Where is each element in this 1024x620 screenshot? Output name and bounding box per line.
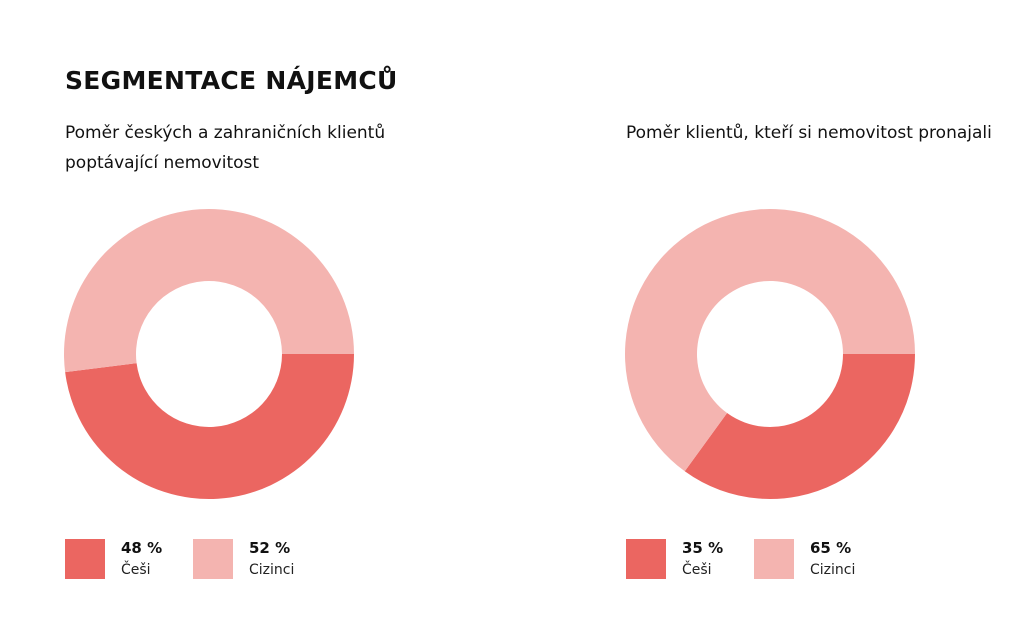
- legend-swatch-cesi: [626, 539, 666, 579]
- donut-slice-cesi: [684, 354, 915, 499]
- legend-swatch-cesi: [65, 539, 105, 579]
- legend-value: 35 %: [682, 539, 724, 557]
- chart-panel-left: Poměr českých a zahraničních klientů pop…: [64, 118, 465, 598]
- donut-chart: [625, 209, 915, 499]
- page-title: SEGMENTACE NÁJEMCŮ: [65, 66, 398, 95]
- legend-swatch-cizinci: [193, 539, 233, 579]
- chart-title: Poměr českých a zahraničních klientů pop…: [65, 123, 386, 173]
- legend-value: 65 %: [810, 539, 852, 557]
- donut-slice-cesi: [65, 354, 354, 500]
- legend-value: 52 %: [249, 539, 291, 557]
- legend-swatch-cizinci: [754, 539, 794, 579]
- legend-label: Češi: [682, 562, 712, 578]
- legend-label: Cizinci: [810, 562, 856, 578]
- donut-chart: [64, 209, 354, 500]
- legend: 48 % Češi 52 % Cizinci: [65, 539, 425, 581]
- legend-label: Cizinci: [249, 562, 295, 578]
- donut-slice-cizinci: [625, 209, 915, 472]
- donut-slice-cizinci: [64, 209, 354, 373]
- chart-panel-right: Poměr klientů, kteří si nemovitost prona…: [625, 118, 1024, 598]
- legend: 35 % Češi 65 % Cizinci: [626, 539, 986, 581]
- legend-value: 48 %: [121, 539, 163, 557]
- chart-title: Poměr klientů, kteří si nemovitost prona…: [626, 123, 992, 143]
- legend-label: Češi: [121, 562, 151, 578]
